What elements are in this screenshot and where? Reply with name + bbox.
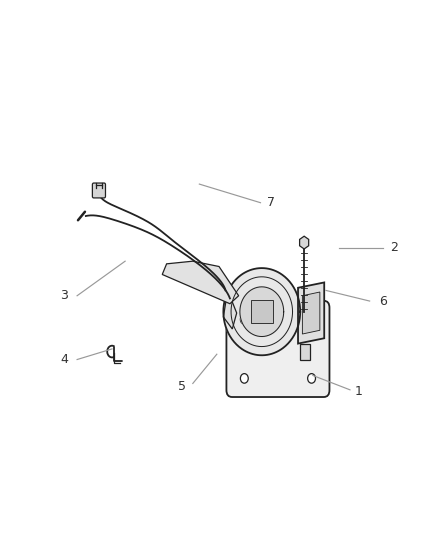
Polygon shape [234, 305, 324, 390]
FancyBboxPatch shape [226, 301, 329, 397]
Text: 4: 4 [60, 353, 68, 366]
Polygon shape [300, 236, 309, 249]
Polygon shape [223, 268, 300, 356]
Circle shape [240, 374, 248, 383]
Text: 6: 6 [379, 295, 387, 308]
Circle shape [307, 374, 315, 383]
Polygon shape [240, 287, 284, 336]
Polygon shape [223, 290, 237, 329]
Text: 2: 2 [390, 241, 398, 254]
Polygon shape [162, 261, 239, 304]
FancyBboxPatch shape [251, 300, 273, 324]
Circle shape [240, 314, 248, 324]
Text: 5: 5 [178, 379, 186, 393]
Polygon shape [302, 292, 320, 334]
Polygon shape [298, 282, 324, 344]
Text: 3: 3 [60, 289, 68, 302]
FancyBboxPatch shape [92, 183, 106, 198]
Circle shape [307, 314, 315, 324]
Text: 7: 7 [267, 196, 276, 209]
Polygon shape [300, 344, 310, 360]
Text: 1: 1 [355, 385, 363, 398]
